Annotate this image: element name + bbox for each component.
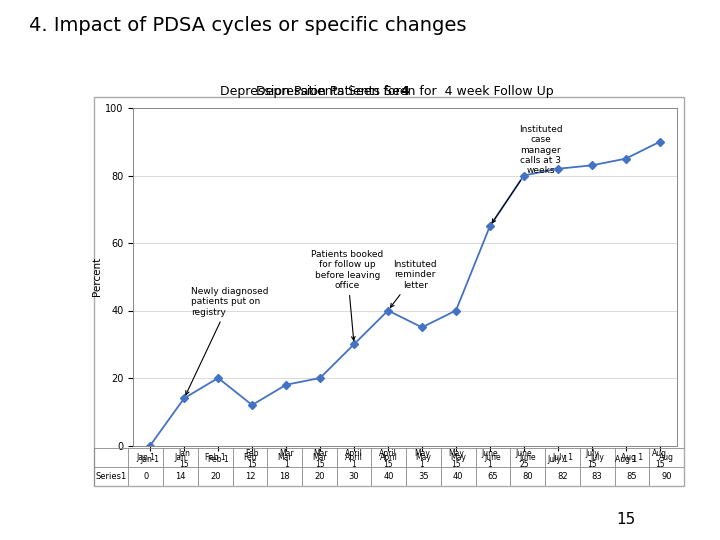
Text: June
1: June 1 xyxy=(482,449,498,469)
Text: Jan 1: Jan 1 xyxy=(140,455,160,463)
Text: 0: 0 xyxy=(143,472,148,481)
Text: 40: 40 xyxy=(384,472,394,481)
Text: Mar: Mar xyxy=(312,453,327,462)
Text: 18: 18 xyxy=(279,472,290,481)
Text: Feb 1: Feb 1 xyxy=(205,453,225,462)
Text: Instituted
reminder
letter: Instituted reminder letter xyxy=(390,260,437,307)
Text: Jan 1: Jan 1 xyxy=(136,453,156,462)
Text: Feb: Feb xyxy=(243,453,256,462)
Text: Feb
15: Feb 15 xyxy=(246,449,259,469)
Text: 4: 4 xyxy=(400,85,410,98)
Text: Depression Patients Seen for  4 week Follow Up: Depression Patients Seen for 4 week Foll… xyxy=(256,85,554,98)
Text: July: July xyxy=(590,453,604,462)
Text: June: June xyxy=(519,453,536,462)
Text: May: May xyxy=(450,453,466,462)
Text: Mar
15: Mar 15 xyxy=(312,449,328,469)
Text: 85: 85 xyxy=(626,472,637,481)
Text: 12: 12 xyxy=(245,472,255,481)
Text: 90: 90 xyxy=(662,472,672,481)
Text: Patients booked
for follow up
before leaving
office: Patients booked for follow up before lea… xyxy=(311,249,383,340)
Text: Aug 1: Aug 1 xyxy=(615,455,637,463)
Text: 20: 20 xyxy=(314,472,325,481)
Text: April: April xyxy=(380,453,397,462)
Text: 65: 65 xyxy=(487,472,498,481)
Text: 80: 80 xyxy=(523,472,533,481)
Text: July
15: July 15 xyxy=(585,449,599,469)
Text: Newly diagnosed
patients put on
registry: Newly diagnosed patients put on registry xyxy=(186,287,269,395)
Text: 15: 15 xyxy=(617,512,636,527)
Text: 30: 30 xyxy=(348,472,359,481)
Text: Aug
15: Aug 15 xyxy=(652,449,667,469)
Text: April: April xyxy=(345,453,363,462)
Text: May
15: May 15 xyxy=(448,449,464,469)
Text: 4. Impact of PDSA cycles or specific changes: 4. Impact of PDSA cycles or specific cha… xyxy=(29,16,467,35)
Text: Aug 1: Aug 1 xyxy=(621,453,643,462)
Text: Feb 1: Feb 1 xyxy=(208,455,228,463)
Text: 40: 40 xyxy=(453,472,464,481)
Text: 83: 83 xyxy=(592,472,603,481)
Text: Depression Patients Seen for: Depression Patients Seen for xyxy=(220,85,405,98)
Text: 20: 20 xyxy=(210,472,220,481)
Y-axis label: Percent: Percent xyxy=(92,257,102,296)
Text: May
1: May 1 xyxy=(414,449,430,469)
Text: Instituted
case
manager
calls at 3
weeks: Instituted case manager calls at 3 weeks xyxy=(492,125,563,223)
Text: Mar: Mar xyxy=(277,453,292,462)
Text: July 1: July 1 xyxy=(547,455,568,463)
Text: April
1: April 1 xyxy=(345,449,363,469)
Text: April
15: April 15 xyxy=(379,449,397,469)
Text: Series1: Series1 xyxy=(95,472,127,481)
Text: 14: 14 xyxy=(175,472,186,481)
Text: Aug: Aug xyxy=(659,453,674,462)
Text: Jan: Jan xyxy=(174,453,186,462)
Text: 35: 35 xyxy=(418,472,429,481)
Text: 82: 82 xyxy=(557,472,568,481)
Text: Jan
15: Jan 15 xyxy=(179,449,190,469)
Text: June: June xyxy=(485,453,501,462)
Text: May: May xyxy=(415,453,431,462)
Text: June
25: June 25 xyxy=(516,449,532,469)
Text: July 1: July 1 xyxy=(552,453,573,462)
Text: Mar
1: Mar 1 xyxy=(279,449,294,469)
